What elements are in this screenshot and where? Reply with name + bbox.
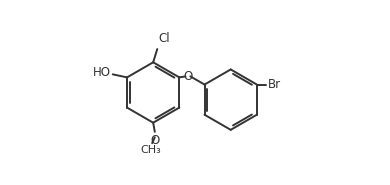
Text: O: O: [150, 134, 160, 147]
Text: CH₃: CH₃: [140, 145, 161, 155]
Text: HO: HO: [93, 66, 111, 79]
Text: O: O: [183, 70, 193, 83]
Text: Br: Br: [268, 78, 281, 91]
Text: Cl: Cl: [159, 32, 170, 45]
